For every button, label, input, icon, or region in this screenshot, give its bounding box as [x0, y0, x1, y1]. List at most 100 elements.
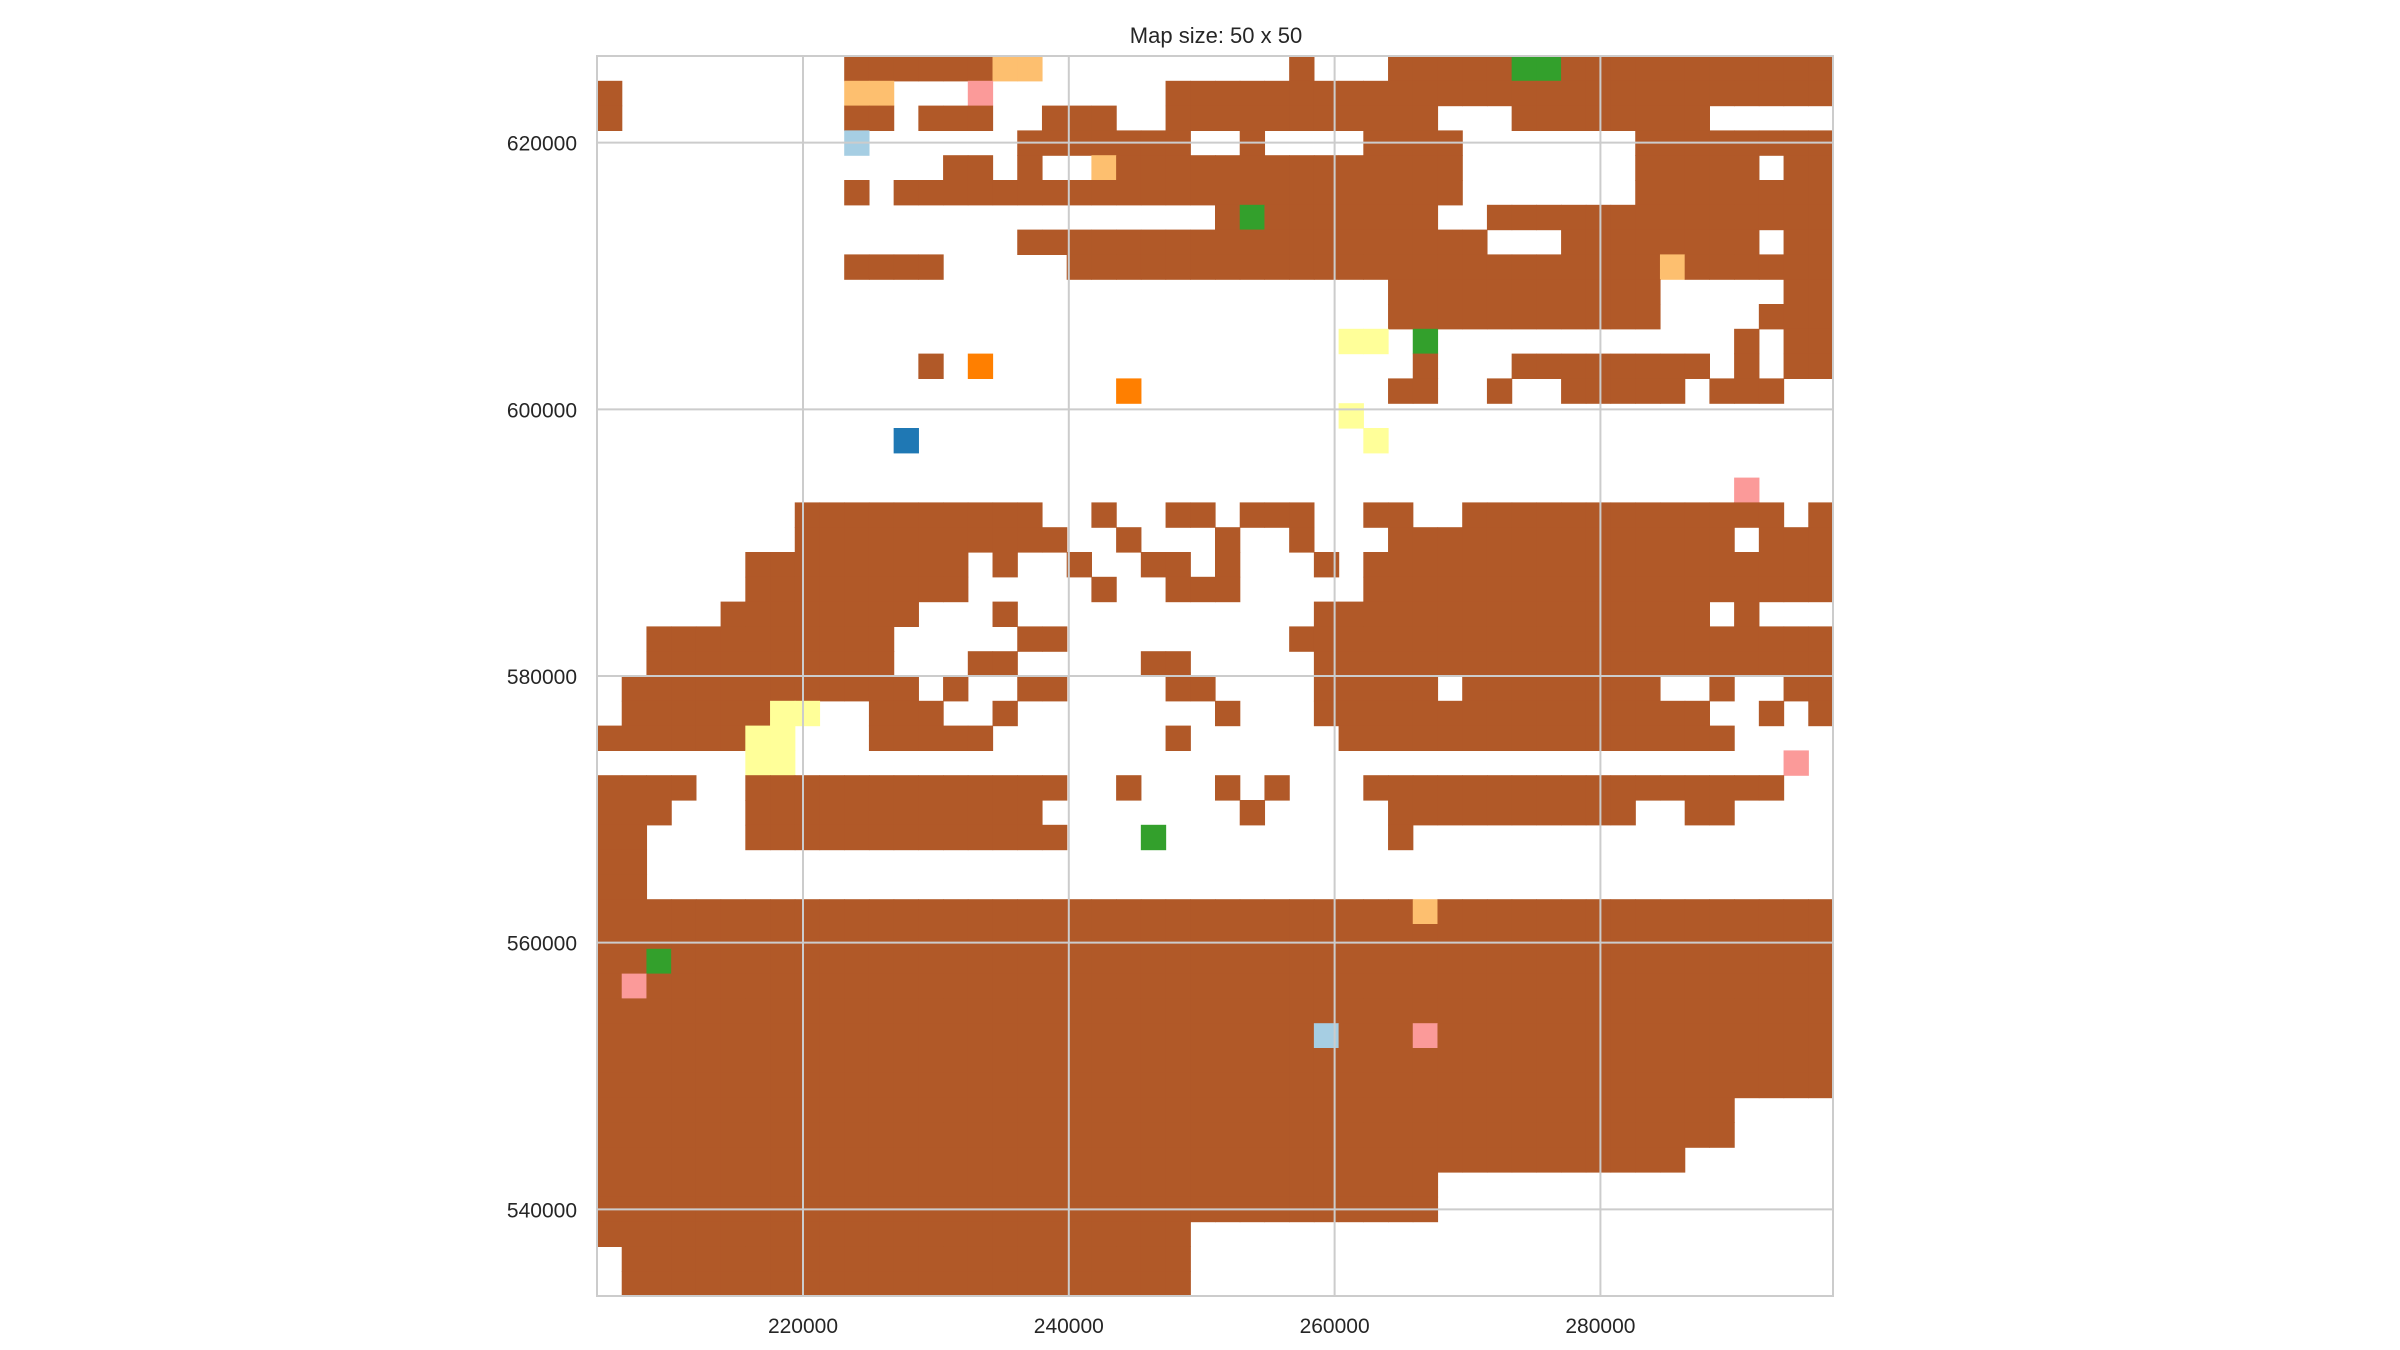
- map-cell: [918, 1097, 944, 1123]
- map-cell: [745, 1097, 771, 1123]
- map-cell: [1561, 229, 1587, 255]
- map-cell: [597, 1048, 623, 1074]
- map-cell: [1363, 254, 1389, 280]
- map-cell: [1264, 155, 1290, 181]
- map-cell: [1462, 626, 1488, 652]
- map-cell: [720, 1147, 746, 1173]
- map-cell: [1264, 1122, 1290, 1148]
- map-cell: [1561, 601, 1587, 627]
- map-cell: [1486, 1122, 1513, 1148]
- map-cell: [1388, 651, 1414, 677]
- map-cell: [1635, 254, 1661, 280]
- map-cell: [1091, 254, 1117, 280]
- map-cell: [794, 800, 821, 826]
- map-cell: [1783, 204, 1809, 231]
- map-cell: [1264, 1023, 1290, 1049]
- map-cell: [794, 1147, 821, 1173]
- map-cell: [1536, 998, 1562, 1024]
- map-cell: [770, 601, 796, 627]
- map-cell: [1734, 924, 1760, 950]
- map-cell: [1585, 254, 1612, 280]
- map-cell: [819, 502, 845, 528]
- map-cell: [1165, 1097, 1191, 1123]
- map-cell: [1338, 626, 1364, 652]
- map-cell: [967, 899, 994, 925]
- map-cell: [844, 1246, 870, 1272]
- map-cell: [1437, 80, 1463, 107]
- map-cell: [1808, 254, 1834, 280]
- map-cell: [1363, 626, 1389, 652]
- map-cell: [1709, 626, 1735, 652]
- map-cell: [1215, 552, 1241, 578]
- map-cell: [1536, 56, 1562, 82]
- map-cell: [770, 1122, 796, 1148]
- map-cell: [967, 180, 994, 206]
- map-cell: [1610, 527, 1636, 553]
- map-cell: [1289, 180, 1315, 206]
- map-cell: [893, 800, 919, 826]
- map-cell: [943, 1122, 969, 1148]
- map-cell: [794, 899, 821, 925]
- map-cell: [943, 180, 969, 206]
- map-cell: [1635, 1048, 1661, 1074]
- map-cell: [1536, 204, 1562, 231]
- map-cell: [1659, 552, 1686, 578]
- map-cell: [1659, 1048, 1686, 1074]
- map-cell: [1511, 80, 1537, 107]
- map-cell: [1289, 155, 1315, 181]
- map-cell: [1091, 1097, 1117, 1123]
- map-cell: [1659, 204, 1686, 231]
- map-cell: [1091, 1246, 1117, 1272]
- map-cell: [1462, 899, 1488, 925]
- map-cell: [1659, 700, 1686, 727]
- map-cell: [1363, 229, 1389, 255]
- map-cell: [992, 800, 1018, 826]
- map-cell: [1165, 1072, 1191, 1099]
- map-cell: [1437, 924, 1463, 950]
- map-cell: [770, 750, 796, 776]
- map-cell: [1659, 254, 1686, 280]
- map-cell: [794, 1097, 821, 1123]
- map-cell: [1066, 899, 1092, 925]
- map-cell: [1486, 973, 1513, 999]
- map-cell: [1610, 651, 1636, 677]
- map-cell: [893, 601, 919, 627]
- map-cell: [671, 973, 697, 999]
- map-cell: [1561, 527, 1587, 553]
- map-cell: [794, 775, 821, 801]
- map-cell: [1264, 899, 1290, 925]
- map-cell: [1758, 56, 1785, 82]
- map-cell: [1734, 775, 1760, 801]
- map-cell: [1140, 1072, 1167, 1099]
- map-cell: [1066, 1023, 1092, 1049]
- map-cell: [1462, 279, 1488, 305]
- map-cell: [1363, 899, 1389, 925]
- map-cell: [646, 1172, 672, 1198]
- map-cell: [1437, 700, 1463, 727]
- map-cell: [1585, 502, 1612, 528]
- map-cell: [770, 1023, 796, 1049]
- map-cell: [868, 973, 895, 999]
- map-cell: [1190, 1048, 1216, 1074]
- map-cell: [794, 552, 821, 578]
- map-cell: [1190, 676, 1216, 702]
- map-cell: [1758, 378, 1785, 404]
- map-cell: [1462, 973, 1488, 999]
- map-cell: [1363, 552, 1389, 578]
- map-cell: [1215, 1072, 1241, 1099]
- map-cell: [1783, 750, 1809, 776]
- map-cell: [1684, 1048, 1710, 1074]
- map-cell: [1388, 824, 1414, 851]
- map-cell: [794, 1072, 821, 1099]
- map-cell: [1338, 180, 1364, 206]
- map-cell: [1783, 676, 1809, 702]
- map-cell: [1239, 1172, 1266, 1198]
- map-cell: [1412, 700, 1439, 727]
- map-cell: [695, 725, 722, 751]
- map-cell: [1388, 948, 1414, 975]
- map-cell: [1808, 651, 1834, 677]
- map-cell: [1215, 180, 1241, 206]
- map-cell: [1437, 155, 1463, 181]
- map-cell: [1585, 204, 1612, 231]
- map-cell: [1215, 527, 1241, 553]
